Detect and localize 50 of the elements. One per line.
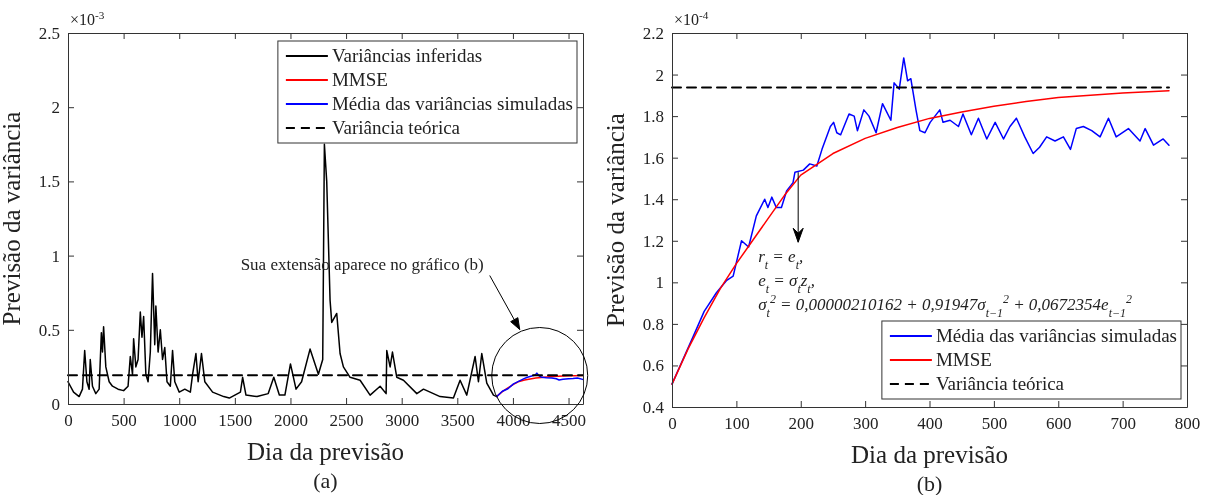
x-axis-title: Dia da previsão (851, 441, 1008, 468)
text: ×10$^{-4}$ (674, 9, 709, 28)
text: (a) (313, 468, 338, 493)
x-tick-label: 3000 (385, 411, 420, 431)
y-tick-label: 1.5 (38, 172, 60, 192)
x-tick-label: 2000 (273, 411, 308, 431)
legend-label: Variância teórica (935, 373, 1065, 394)
x-tick-label: 600 (1046, 414, 1072, 434)
x-tick-label: 3500 (440, 411, 475, 431)
y-tick-label: 1.6 (642, 148, 664, 168)
y-tick-label: 2.5 (38, 23, 60, 43)
y-tick-label: 0.8 (642, 314, 664, 334)
x-tick-label: 1500 (218, 411, 253, 431)
x-tick-label: 700 (1110, 414, 1136, 434)
y-tick-label: 0.6 (642, 356, 664, 376)
x-tick-label: 1000 (162, 411, 197, 431)
x-tick-label: 100 (724, 414, 750, 434)
y-tick-label: 1.8 (642, 107, 664, 127)
y-tick-label: 0 (51, 394, 60, 414)
x-tick-label: 800 (1174, 414, 1201, 434)
x-tick-label: 4500 (552, 411, 587, 431)
x-tick-label: 400 (917, 414, 943, 434)
x-tick-label: 200 (788, 414, 814, 434)
y-tick-label: 1 (51, 246, 60, 266)
text: (b) (916, 471, 943, 495)
x-tick-label: 500 (981, 414, 1008, 434)
y-tick-label: 1.2 (642, 231, 664, 251)
x-axis-title: Dia da previsão (247, 438, 404, 465)
y-axis-title: Previsão da variância (602, 113, 629, 327)
y-tick-label: 1 (655, 273, 664, 293)
legend-label: MMSE (331, 69, 388, 90)
y-tick-label: 2 (51, 98, 60, 118)
legend-label: MMSE (935, 349, 992, 370)
y-axis-title: Previsão da variância (0, 111, 25, 326)
y-tick-label: 2.2 (642, 23, 664, 43)
y-tick-label: 2 (655, 65, 664, 85)
text: ×10$^{-3}$ (70, 9, 105, 28)
x-tick-label: 500 (111, 411, 137, 431)
y-tick-label: 0.5 (38, 320, 60, 340)
legend-label: Média das variâncias simuladas (331, 93, 573, 114)
x-tick-label: 300 (852, 414, 879, 434)
x-tick-label: 0 (64, 411, 73, 431)
annotation: r$_{t}$ = e$_{t}$, (758, 247, 804, 273)
y-tick-label: 1.4 (642, 190, 665, 210)
legend-label: Variância teórica (331, 117, 461, 138)
legend-label: Média das variâncias simuladas (935, 325, 1177, 346)
x-tick-label: 2500 (329, 411, 364, 431)
y-tick-label: 0.4 (642, 397, 665, 417)
legend-label: Variâncias inferidas (331, 45, 483, 66)
x-tick-label: 4000 (496, 411, 531, 431)
